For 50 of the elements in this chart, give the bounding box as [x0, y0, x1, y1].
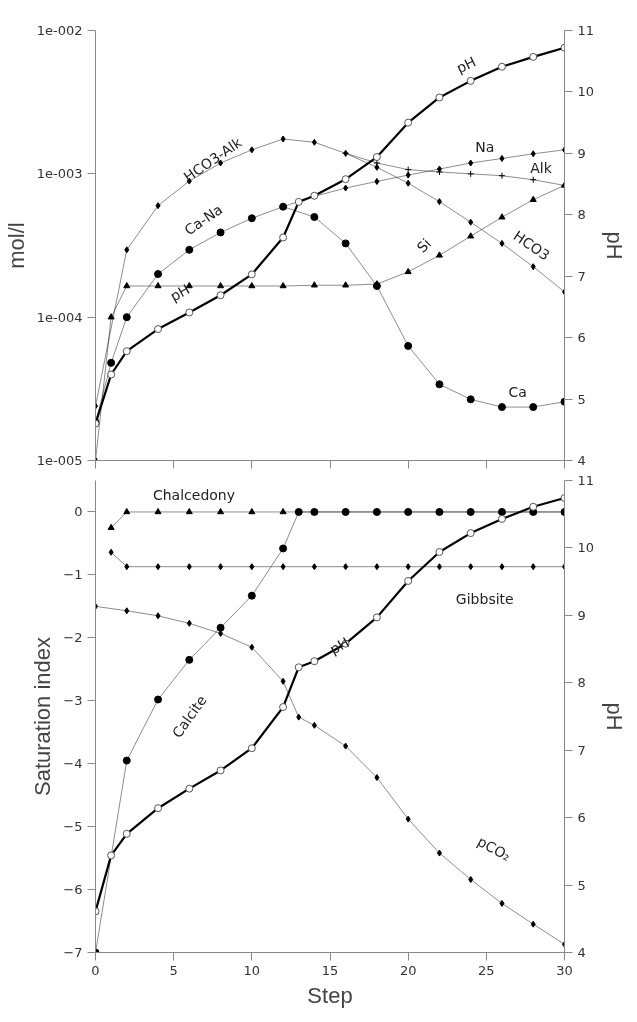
x-tick-label: 30: [556, 962, 573, 978]
y-axis-title: Saturation index: [30, 637, 56, 796]
y-tick-label: −6: [63, 882, 83, 898]
annotation: Gibbsite: [455, 590, 514, 607]
annotation: pCO₂: [474, 833, 514, 865]
x-tick-label: 25: [478, 962, 495, 978]
y2-tick-label: 5: [577, 391, 586, 407]
y2-tick-label: 4: [577, 453, 586, 468]
annotation: Alk: [530, 160, 553, 177]
y2-tick-label: 5: [577, 877, 586, 893]
x-tick-label: 20: [399, 962, 417, 978]
y-tick-label: −4: [63, 756, 83, 772]
x-tick-label: 5: [169, 962, 178, 978]
annotation: Chalcedony: [152, 486, 236, 503]
annotation: Si: [413, 235, 434, 256]
y-tick-label: 1e-005: [36, 453, 83, 468]
y-tick-label: −3: [63, 693, 83, 709]
annotation: pH: [453, 53, 479, 77]
y-tick-label: 1e-004: [36, 309, 83, 325]
y2-tick-label: 7: [577, 268, 586, 284]
y-tick-label: 1e-002: [36, 23, 83, 38]
y-tick-label: −1: [63, 567, 83, 583]
y-tick-label: 1e-003: [36, 166, 83, 182]
y2-tick-label: 6: [577, 330, 586, 346]
y2-tick-label: 9: [577, 145, 586, 161]
y-axis-title: mol/l: [3, 222, 29, 269]
x-axis-title: Step: [307, 982, 353, 1008]
y2-axis-title: pH: [602, 702, 628, 731]
annotation: Na: [475, 138, 495, 155]
x-tick-label: 15: [321, 962, 339, 978]
y-tick-label: −7: [63, 945, 83, 960]
y2-axis-title: pH: [602, 231, 628, 260]
x-tick-label: 10: [243, 962, 261, 978]
annotation: pH: [327, 634, 352, 658]
y2-tick-label: 8: [577, 675, 586, 691]
annotation: pH: [167, 281, 193, 305]
y-tick-label: 0: [74, 504, 83, 520]
y2-tick-label: 6: [577, 810, 586, 826]
y2-tick-label: 4: [577, 945, 586, 960]
y2-tick-label: 8: [577, 207, 586, 223]
y-tick-label: −2: [63, 630, 83, 646]
y2-tick-label: 9: [577, 607, 586, 623]
x-tick-label: 0: [91, 962, 100, 978]
y-tick-label: −5: [63, 819, 83, 835]
y2-tick-label: 10: [577, 84, 595, 100]
y2-tick-label: 11: [577, 23, 595, 38]
y2-tick-label: 10: [577, 540, 595, 556]
y2-tick-label: 11: [577, 473, 595, 488]
annotation: Ca: [508, 383, 527, 400]
y2-tick-label: 7: [577, 742, 586, 758]
